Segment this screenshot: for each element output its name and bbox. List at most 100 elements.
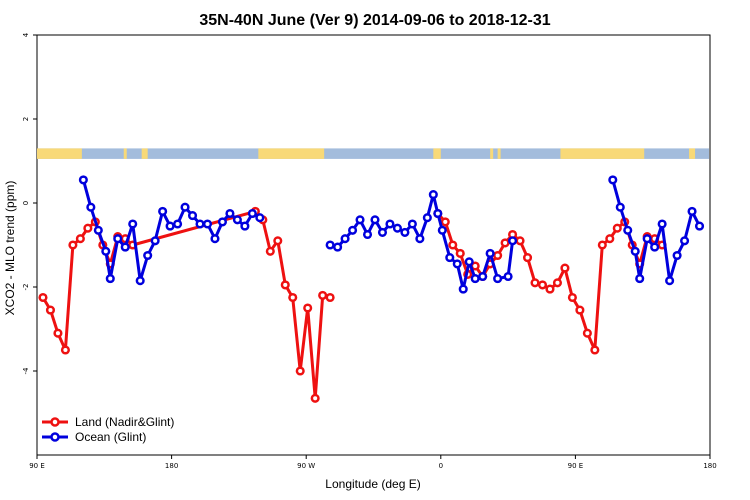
ocean-point <box>143 250 153 261</box>
ocean-point <box>433 208 443 219</box>
ocean-point <box>485 248 495 258</box>
land-point <box>455 248 465 258</box>
ocean-series <box>78 175 705 294</box>
land-point <box>265 246 275 256</box>
land-point <box>280 280 290 290</box>
land-point <box>590 345 600 355</box>
ocean-point <box>385 219 395 229</box>
land-band <box>433 148 441 159</box>
land-point <box>500 238 510 248</box>
land-point <box>597 240 607 250</box>
ocean-point <box>635 274 645 284</box>
ocean-point <box>630 246 640 256</box>
x-axis-label: Longitude (deg E) <box>325 477 420 491</box>
land-point <box>273 236 283 246</box>
ocean-point <box>370 215 380 225</box>
y-tick-label: 0 <box>22 201 30 205</box>
ocean-point <box>657 219 667 229</box>
land-point <box>310 393 320 403</box>
legend-land-marker <box>50 417 60 427</box>
land-band <box>497 148 501 159</box>
ocean-point <box>340 234 350 244</box>
legend-ocean-label: Ocean (Glint) <box>75 430 146 444</box>
ocean-point <box>255 213 265 223</box>
ocean-point <box>113 234 123 244</box>
land-band <box>560 148 645 159</box>
ocean-point <box>665 276 675 286</box>
ocean-point <box>348 225 358 235</box>
land-point <box>303 303 313 313</box>
x-tick-label: 0 <box>439 462 443 470</box>
ocean-point <box>672 250 682 261</box>
ocean-point <box>120 242 130 252</box>
land-band <box>689 148 696 159</box>
ocean-point <box>101 246 111 256</box>
ocean-point <box>437 225 447 235</box>
ocean-point <box>493 274 503 284</box>
ocean-point <box>680 236 690 246</box>
ocean-point <box>615 202 625 212</box>
ocean-point <box>158 206 168 216</box>
ocean-point <box>247 208 257 219</box>
land-point <box>515 236 525 246</box>
ocean-point <box>325 240 335 250</box>
land-point <box>38 292 48 303</box>
ocean-point <box>407 219 417 229</box>
land-point <box>612 223 622 233</box>
x-tick-label: 90 E <box>29 462 45 470</box>
land-point <box>560 263 570 273</box>
ocean-point <box>392 223 402 233</box>
ocean-point <box>464 257 474 267</box>
land-line <box>41 209 331 400</box>
land-point <box>537 280 548 290</box>
land-point <box>440 217 450 227</box>
ocean-point <box>93 225 103 235</box>
ocean-point <box>240 221 250 231</box>
land-point <box>60 345 70 355</box>
plot-frame <box>36 34 711 456</box>
y-tick-label: -4 <box>22 367 30 375</box>
land-point <box>288 292 298 303</box>
land-point <box>605 234 615 244</box>
land-point <box>75 234 85 244</box>
y-tick-label: -2 <box>22 284 30 291</box>
ocean-point <box>225 208 235 219</box>
ocean-point <box>400 227 410 237</box>
ocean-point <box>377 227 388 237</box>
land-point <box>545 284 555 294</box>
ocean-point <box>217 217 227 227</box>
x-tick-label: 180 <box>703 462 716 470</box>
land-point <box>493 250 503 261</box>
ocean-point <box>187 211 198 221</box>
land-band <box>37 148 82 159</box>
ocean-point <box>503 271 513 282</box>
x-tick-label: 90 E <box>568 462 584 470</box>
ocean-point <box>173 219 183 229</box>
x-tick-label: 90 W <box>297 462 315 470</box>
ocean-point <box>165 221 175 231</box>
land-point <box>83 223 93 233</box>
land-point <box>530 278 540 288</box>
ocean-point <box>210 234 220 244</box>
ocean-point <box>362 229 373 240</box>
land-point <box>582 328 592 338</box>
y-axis-label: XCO2 - MLO trend (ppm) <box>3 181 17 316</box>
land-point <box>68 240 78 250</box>
x-axis: 90 E 180 90 W 0 90 E 180 <box>29 455 717 470</box>
land-point <box>522 253 533 263</box>
y-tick-label: 2 <box>22 117 30 121</box>
ocean-point <box>128 219 138 229</box>
ocean-point <box>150 236 160 246</box>
land-point <box>45 305 56 315</box>
land-point <box>575 305 585 315</box>
y-axis: 4 2 0 -2 -4 <box>22 32 37 374</box>
ocean-point <box>428 190 438 200</box>
land-band <box>141 148 148 159</box>
ocean-point <box>232 215 242 225</box>
ocean-point <box>202 219 213 229</box>
ocean-point <box>608 175 618 185</box>
ocean-point <box>458 284 468 294</box>
ocean-point <box>623 225 633 235</box>
ocean-band <box>38 148 709 159</box>
land-ocean-strip <box>37 148 709 159</box>
